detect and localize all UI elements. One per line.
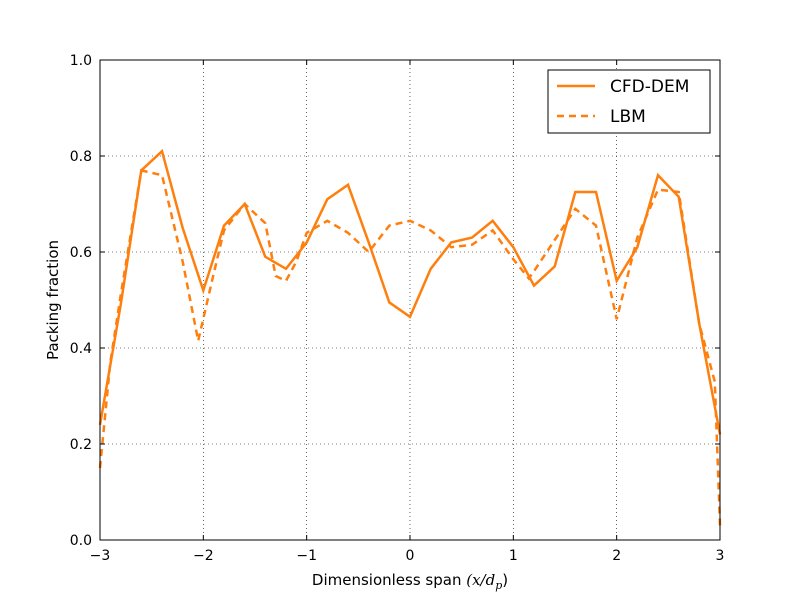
x-axis-label-close: ) bbox=[502, 571, 508, 589]
x-tick-label: 0 bbox=[406, 548, 415, 564]
x-axis-label-text: Dimensionless span bbox=[312, 571, 462, 589]
series-line-lbm bbox=[98, 168, 722, 526]
x-tick-label: 2 bbox=[612, 548, 621, 564]
legend-label-cfd-dem: CFD-DEM bbox=[610, 77, 689, 97]
x-axis-label-subscript: p bbox=[495, 579, 502, 592]
y-tick-label: 0.4 bbox=[70, 341, 92, 357]
legend-box bbox=[547, 69, 711, 134]
x-tick-label: 3 bbox=[716, 548, 725, 564]
x-axis-label: Dimensionless span (x/dp) bbox=[312, 571, 508, 592]
legend-label-lbm: LBM bbox=[610, 107, 646, 127]
y-tick-label: 0.8 bbox=[70, 149, 92, 165]
axis-ticks: −3 −2 −1 0 1 2 3 0.0 0.2 0.4 0.6 0.8 1.0 bbox=[70, 53, 725, 564]
x-axis-label-math: (x/d bbox=[466, 571, 495, 589]
series-line-cfd-dem bbox=[98, 148, 722, 435]
y-tick-label: 1.0 bbox=[70, 53, 92, 69]
x-tick-label: −2 bbox=[193, 548, 214, 564]
series-lines bbox=[98, 148, 722, 526]
y-tick-label: 0.6 bbox=[70, 245, 92, 261]
x-tick-label: −3 bbox=[90, 548, 111, 564]
y-tick-label: 0.2 bbox=[70, 437, 92, 453]
x-tick-label: −1 bbox=[296, 548, 317, 564]
y-axis-label: Packing fraction bbox=[44, 240, 62, 360]
legend: CFD-DEM LBM bbox=[547, 69, 711, 134]
x-tick-label: 1 bbox=[509, 548, 518, 564]
y-tick-label: 0.0 bbox=[70, 533, 92, 549]
